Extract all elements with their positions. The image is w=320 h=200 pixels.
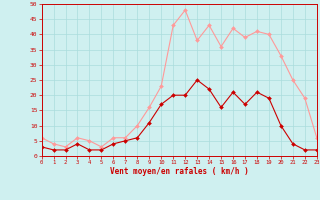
X-axis label: Vent moyen/en rafales ( km/h ): Vent moyen/en rafales ( km/h ) — [110, 167, 249, 176]
